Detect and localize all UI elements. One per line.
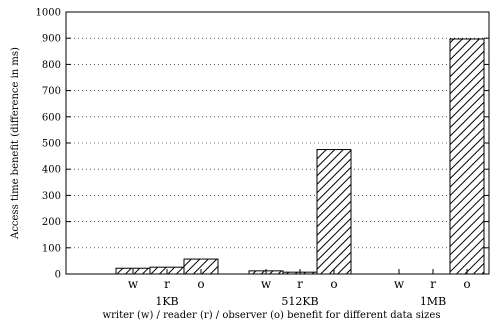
x-axis-label: writer (w) / reader (r) / observer (o) b…: [103, 310, 441, 321]
group-label-512KB: 512KB: [281, 295, 318, 308]
y-tick-label-7: 700: [42, 86, 61, 97]
bar-label-1KB-r: r: [164, 277, 170, 291]
bar-label-1KB-o: o: [197, 277, 204, 291]
y-axis-ticks: 0 100 200 300 400 500 600 700 800 900 1000: [36, 8, 489, 281]
y-tick-label-1: 100: [42, 243, 61, 254]
y-tick-label-9: 900: [42, 34, 61, 45]
y-tick-label-3: 300: [42, 191, 61, 202]
bar-1MB-o: [449, 38, 485, 275]
plot-frame: [65, 11, 490, 275]
bar-label-1MB-o: o: [463, 277, 470, 291]
bar-label-512KB-o: o: [330, 277, 337, 291]
bar-label-1MB-r: r: [430, 277, 436, 291]
bar-label-1KB-w: w: [128, 277, 139, 291]
bar-label-512KB-w: w: [261, 277, 272, 291]
y-tick-label-6: 600: [42, 112, 61, 123]
y-tick-label-4: 400: [42, 165, 61, 176]
group-labels: 1KB 512KB 1MB: [155, 295, 446, 308]
y-tick-label-8: 800: [42, 60, 61, 71]
group-label-1MB: 1MB: [420, 295, 446, 308]
y-tick-label-2: 200: [42, 217, 61, 228]
y-tick-label-0: 0: [55, 270, 61, 281]
y-tick-label-5: 500: [42, 139, 61, 150]
bars: [115, 38, 485, 275]
grid-lines: [66, 37, 489, 249]
bar-512KB-o: [316, 149, 352, 275]
bar-label-1MB-w: w: [394, 277, 405, 291]
group-label-1KB: 1KB: [155, 295, 178, 308]
y-axis-label: Access time benefit (difference in ms): [10, 47, 21, 240]
bar-label-512KB-r: r: [297, 277, 303, 291]
y-tick-label-10: 1000: [36, 8, 61, 19]
